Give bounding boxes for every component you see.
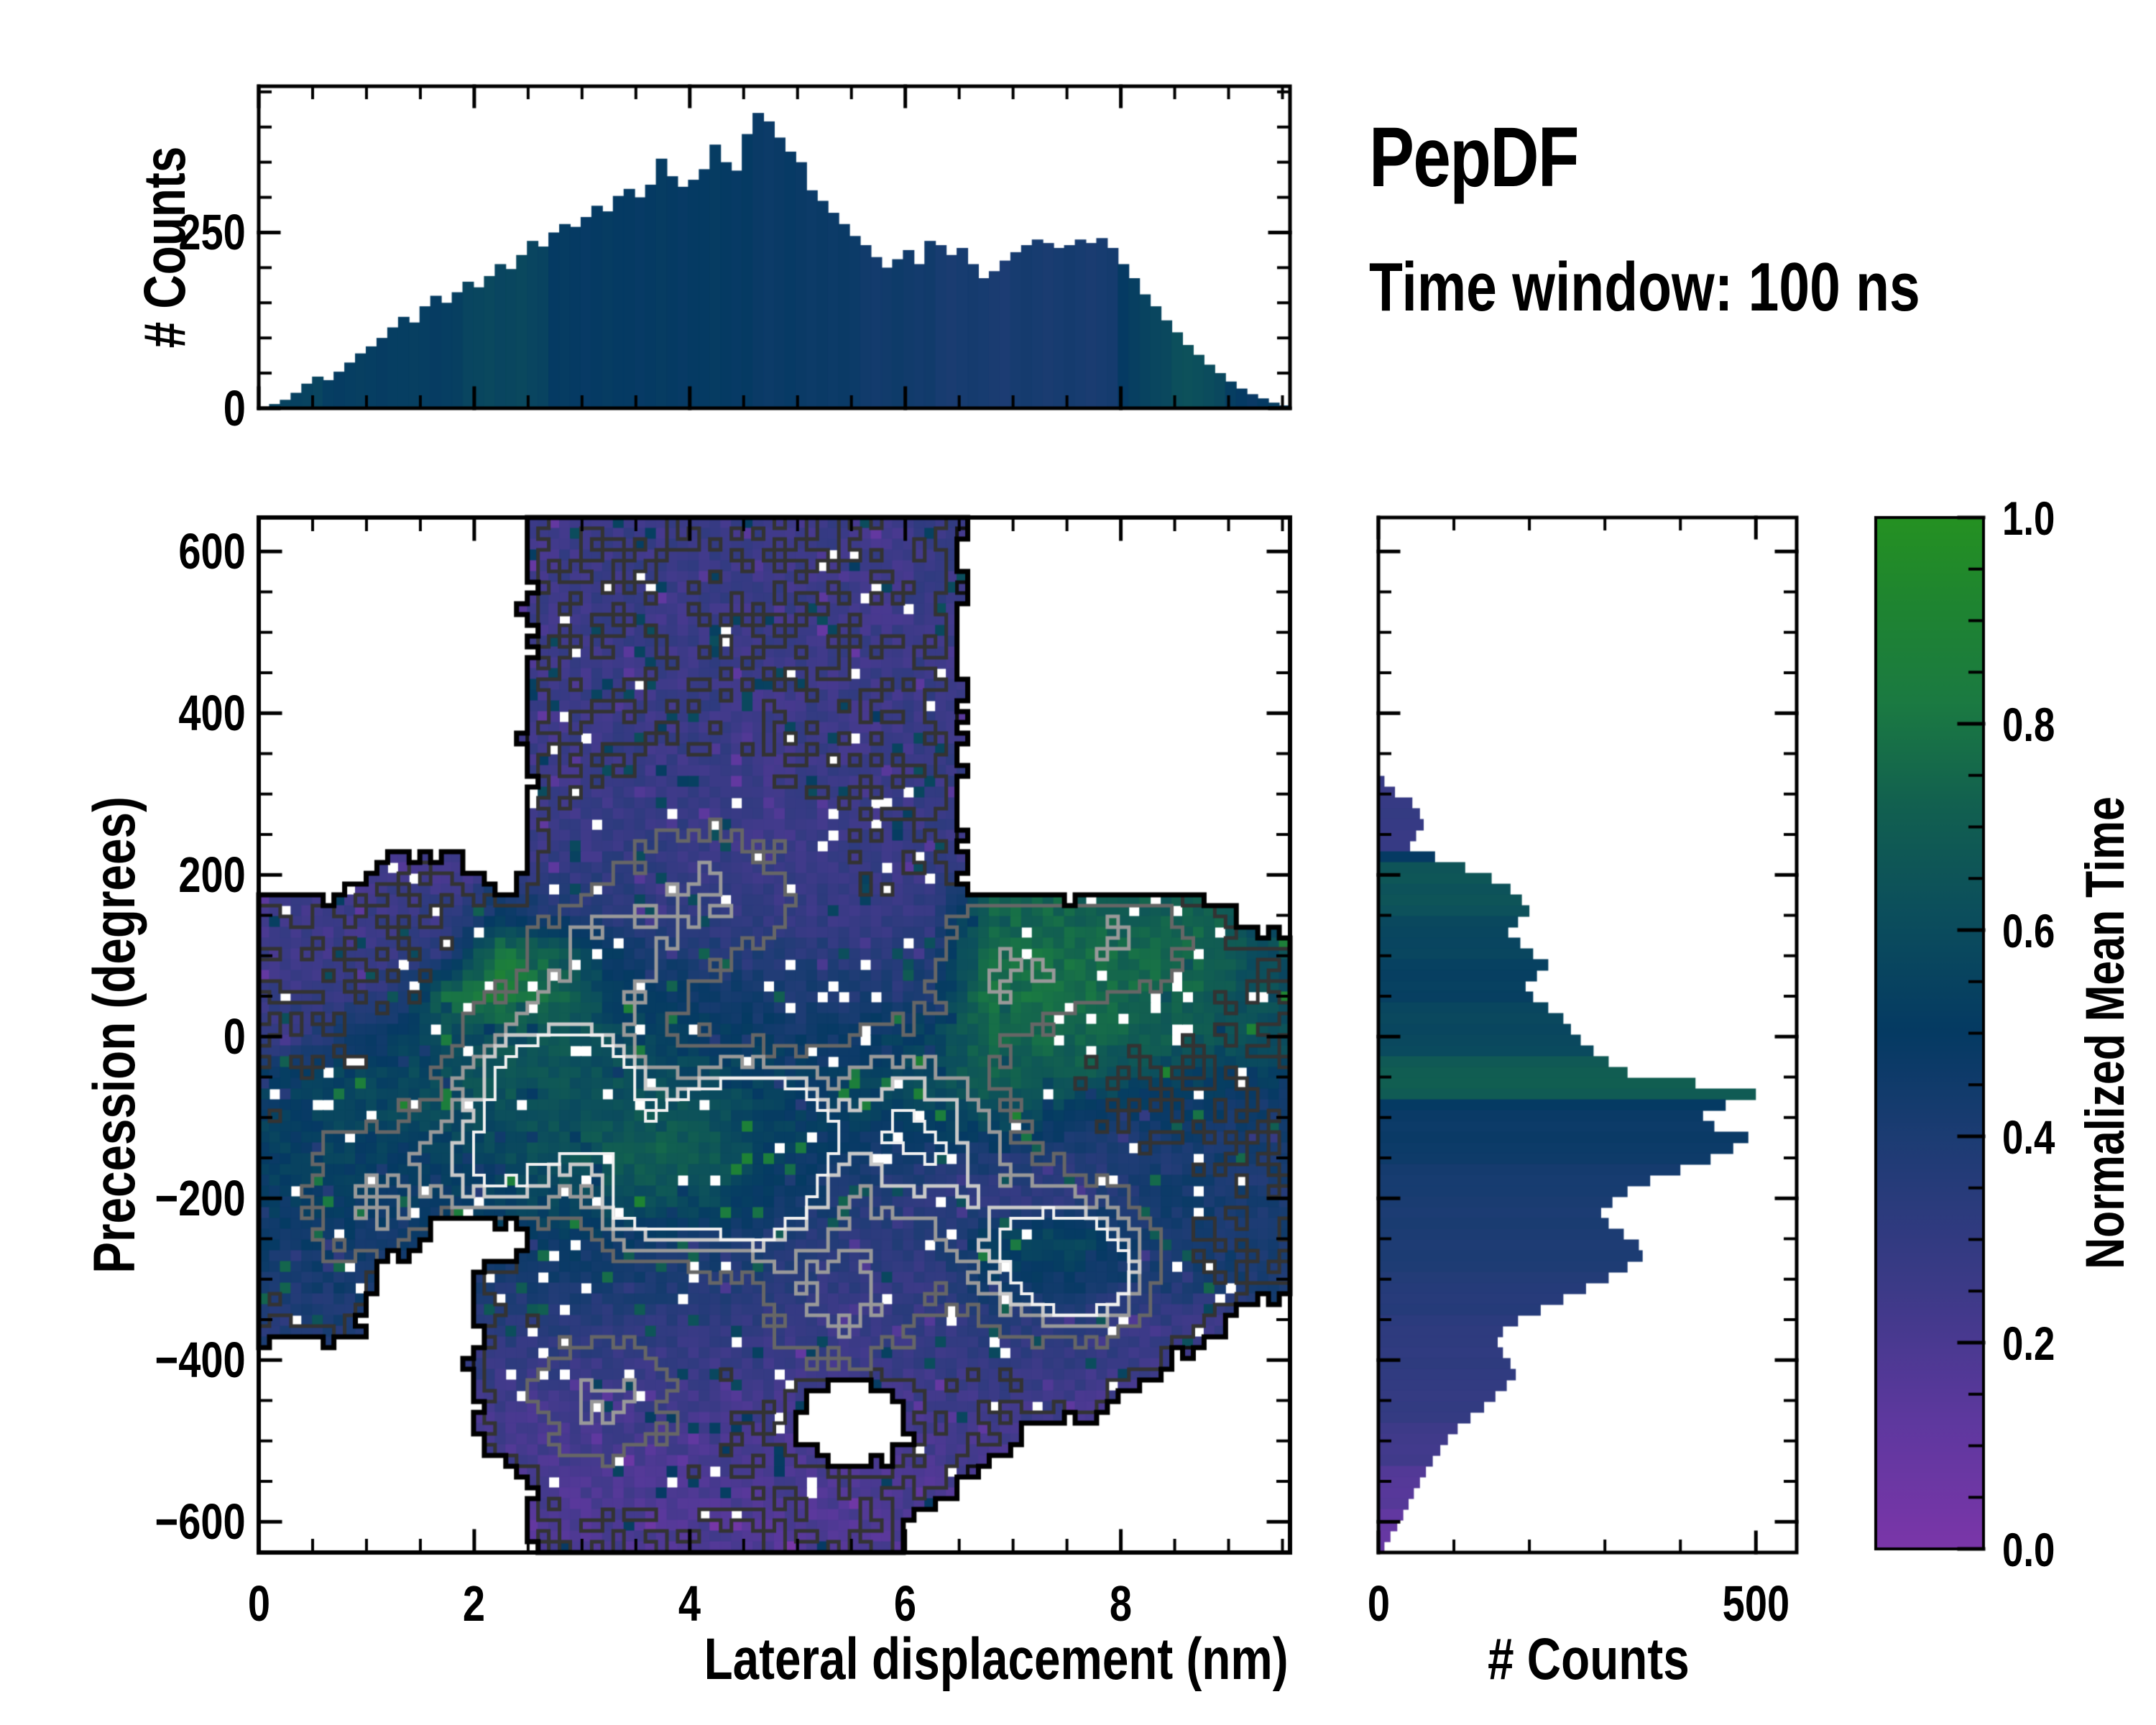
main-x-tick-label: 0	[247, 1576, 270, 1632]
main-x-tick-label: 4	[678, 1576, 701, 1632]
colorbar-tick-label: 0.4	[2002, 1110, 2055, 1164]
main-y-tick-label: −600	[155, 1494, 246, 1550]
colorbar-tick-label: 0.8	[2002, 698, 2055, 751]
figure-title-text: PepDF	[1369, 110, 1580, 205]
right-hist-xlabel: # Counts	[1487, 1627, 1690, 1692]
main-xlabel: Lateral displacement (nm)	[704, 1627, 1289, 1692]
colorbar-tick-label: 0.0	[2002, 1523, 2055, 1576]
main-y-tick-label: 200	[178, 847, 246, 903]
main-y-tick-label: 400	[178, 685, 246, 742]
top-hist-y-tick-label: 250	[178, 204, 246, 261]
main-y-tick-label: −400	[155, 1332, 246, 1389]
main-x-tick-label: 8	[1110, 1576, 1133, 1632]
figure-subtitle: Time window: 100 ns	[1369, 253, 2058, 322]
main-x-tick-label: 2	[463, 1576, 486, 1632]
figure-title: PepDF	[1369, 115, 1631, 200]
main-y-tick-label: 600	[178, 523, 246, 580]
right-hist-x-tick-label: 500	[1722, 1576, 1789, 1632]
right-hist-x-tick-label: 0	[1367, 1576, 1390, 1632]
main-y-tick-label: 0	[223, 1008, 246, 1065]
colorbar-tick-label: 0.6	[2002, 904, 2055, 957]
colorbar-label: Normalized Mean Time	[2075, 796, 2136, 1269]
main-y-tick-label: −200	[155, 1170, 246, 1227]
colorbar-tick-label: 0.2	[2002, 1317, 2055, 1370]
colorbar-tick-label: 1.0	[2002, 492, 2055, 545]
top-hist-y-tick-label: 0	[223, 380, 246, 436]
figure-subtitle-text: Time window: 100 ns	[1369, 249, 1920, 326]
main-x-tick-label: 6	[894, 1576, 917, 1632]
